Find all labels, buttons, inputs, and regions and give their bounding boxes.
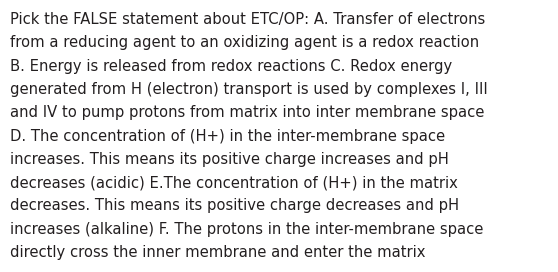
Text: Pick the FALSE statement about ETC/OP: A. Transfer of electrons: Pick the FALSE statement about ETC/OP: A… xyxy=(10,12,485,27)
Text: decreases. This means its positive charge decreases and pH: decreases. This means its positive charg… xyxy=(10,198,459,213)
Text: and IV to pump protons from matrix into inter membrane space: and IV to pump protons from matrix into … xyxy=(10,105,484,120)
Text: decreases (acidic) E.The concentration of (H+) in the matrix: decreases (acidic) E.The concentration o… xyxy=(10,175,458,190)
Text: increases (alkaline) F. The protons in the inter-membrane space: increases (alkaline) F. The protons in t… xyxy=(10,222,483,237)
Text: B. Energy is released from redox reactions C. Redox energy: B. Energy is released from redox reactio… xyxy=(10,59,453,74)
Text: directly cross the inner membrane and enter the matrix: directly cross the inner membrane and en… xyxy=(10,245,426,260)
Text: D. The concentration of (H+) in the inter-membrane space: D. The concentration of (H+) in the inte… xyxy=(10,129,445,144)
Text: generated from H (electron) transport is used by complexes I, III: generated from H (electron) transport is… xyxy=(10,82,488,97)
Text: increases. This means its positive charge increases and pH: increases. This means its positive charg… xyxy=(10,152,449,167)
Text: from a reducing agent to an oxidizing agent is a redox reaction: from a reducing agent to an oxidizing ag… xyxy=(10,36,479,51)
